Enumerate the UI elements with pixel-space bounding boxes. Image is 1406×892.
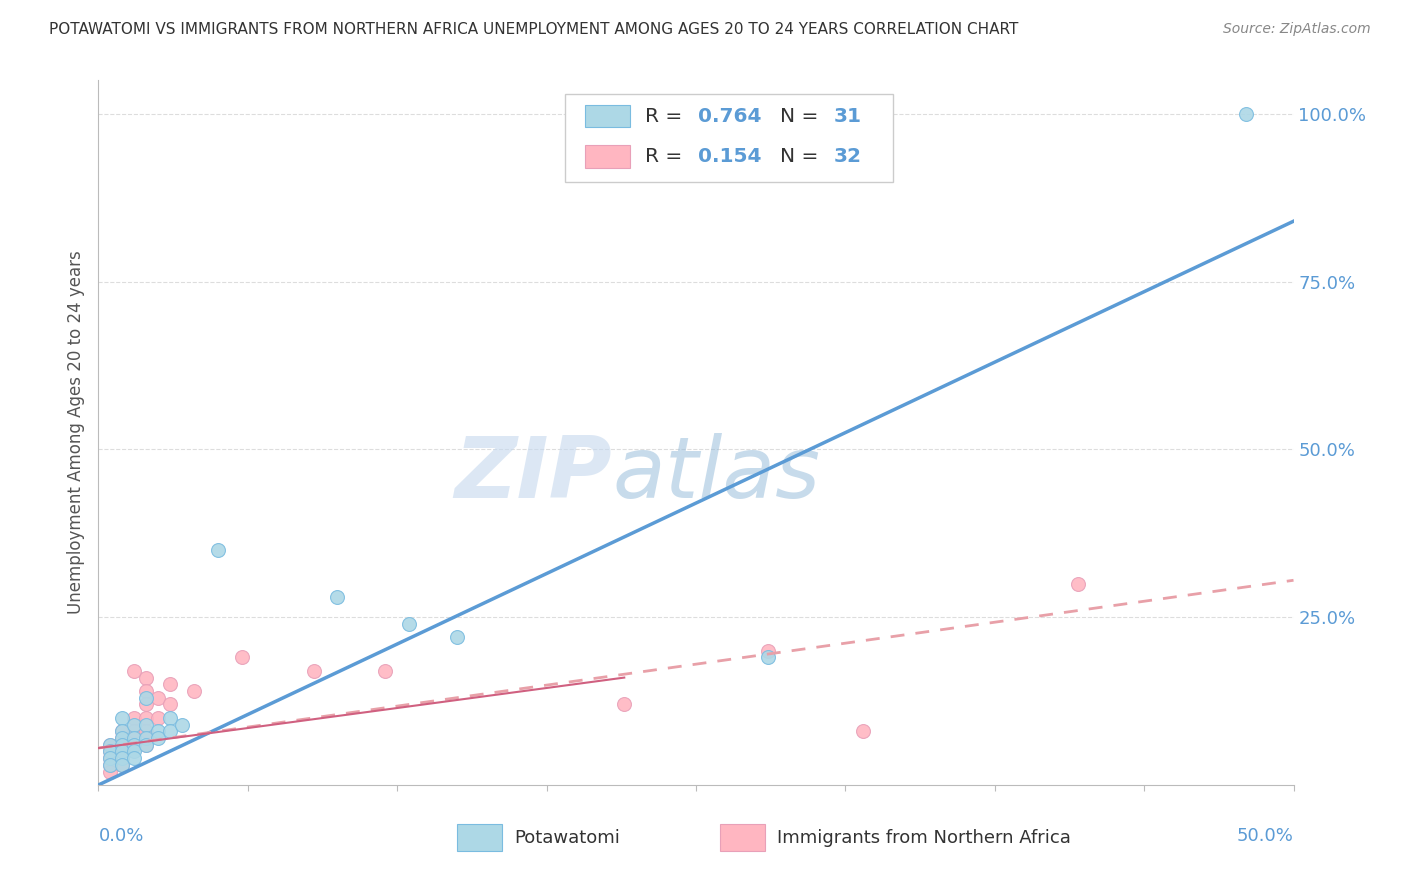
Text: 0.154: 0.154: [699, 147, 762, 166]
Text: Source: ZipAtlas.com: Source: ZipAtlas.com: [1223, 22, 1371, 37]
Point: [111, 744, 134, 758]
Text: R =: R =: [644, 147, 688, 166]
Bar: [585, 145, 630, 168]
Point: [446, 630, 468, 644]
Text: 31: 31: [834, 107, 862, 126]
Point: [756, 650, 779, 665]
Point: [135, 731, 157, 745]
Point: [135, 684, 157, 698]
Point: [124, 664, 146, 678]
Point: [1234, 107, 1257, 121]
Point: [111, 731, 134, 745]
Point: [124, 751, 146, 765]
Point: [135, 724, 157, 739]
Point: [124, 738, 146, 752]
Text: 50.0%: 50.0%: [1237, 827, 1294, 846]
Point: [124, 717, 146, 731]
Point: [111, 738, 134, 752]
Point: [111, 757, 134, 772]
Text: POTAWATOMI VS IMMIGRANTS FROM NORTHERN AFRICA UNEMPLOYMENT AMONG AGES 20 TO 24 Y: POTAWATOMI VS IMMIGRANTS FROM NORTHERN A…: [49, 22, 1018, 37]
Point: [135, 738, 157, 752]
Point: [756, 644, 779, 658]
Bar: [585, 105, 630, 128]
Point: [111, 744, 134, 758]
Point: [231, 650, 253, 665]
Point: [98, 744, 122, 758]
Point: [111, 724, 134, 739]
Point: [111, 731, 134, 745]
Point: [1067, 576, 1090, 591]
Text: ZIP: ZIP: [454, 434, 613, 516]
Point: [148, 711, 170, 725]
Point: [207, 543, 229, 558]
Point: [852, 724, 875, 739]
Point: [398, 616, 420, 631]
Text: 0.0%: 0.0%: [98, 827, 143, 846]
Point: [124, 724, 146, 739]
Text: 32: 32: [834, 147, 862, 166]
Point: [326, 590, 349, 604]
Point: [124, 731, 146, 745]
Point: [148, 731, 170, 745]
Text: N =: N =: [780, 107, 824, 126]
Text: atlas: atlas: [613, 434, 820, 516]
Point: [98, 751, 122, 765]
Point: [148, 690, 170, 705]
Point: [124, 738, 146, 752]
Point: [124, 711, 146, 725]
Point: [159, 698, 181, 712]
Point: [98, 738, 122, 752]
Point: [98, 744, 122, 758]
Text: N =: N =: [780, 147, 824, 166]
Point: [613, 698, 636, 712]
Point: [159, 724, 181, 739]
Point: [374, 664, 396, 678]
Point: [183, 684, 205, 698]
FancyBboxPatch shape: [565, 95, 893, 183]
Y-axis label: Unemployment Among Ages 20 to 24 years: Unemployment Among Ages 20 to 24 years: [66, 251, 84, 615]
Point: [135, 738, 157, 752]
Bar: [720, 824, 765, 851]
Point: [135, 671, 157, 685]
Point: [111, 711, 134, 725]
Point: [135, 698, 157, 712]
Point: [124, 744, 146, 758]
Point: [302, 664, 325, 678]
Point: [98, 738, 122, 752]
Point: [135, 690, 157, 705]
Text: Potawatomi: Potawatomi: [515, 829, 620, 847]
Point: [111, 751, 134, 765]
Point: [111, 724, 134, 739]
Text: Immigrants from Northern Africa: Immigrants from Northern Africa: [778, 829, 1071, 847]
Point: [159, 677, 181, 691]
Point: [98, 751, 122, 765]
Point: [98, 757, 122, 772]
Text: 0.764: 0.764: [699, 107, 762, 126]
Point: [135, 717, 157, 731]
Point: [111, 757, 134, 772]
Text: R =: R =: [644, 107, 688, 126]
Point: [111, 738, 134, 752]
Point: [98, 757, 122, 772]
Point: [98, 764, 122, 779]
Point: [159, 711, 181, 725]
Point: [172, 717, 194, 731]
Bar: [457, 824, 502, 851]
Point: [135, 711, 157, 725]
Point: [148, 724, 170, 739]
